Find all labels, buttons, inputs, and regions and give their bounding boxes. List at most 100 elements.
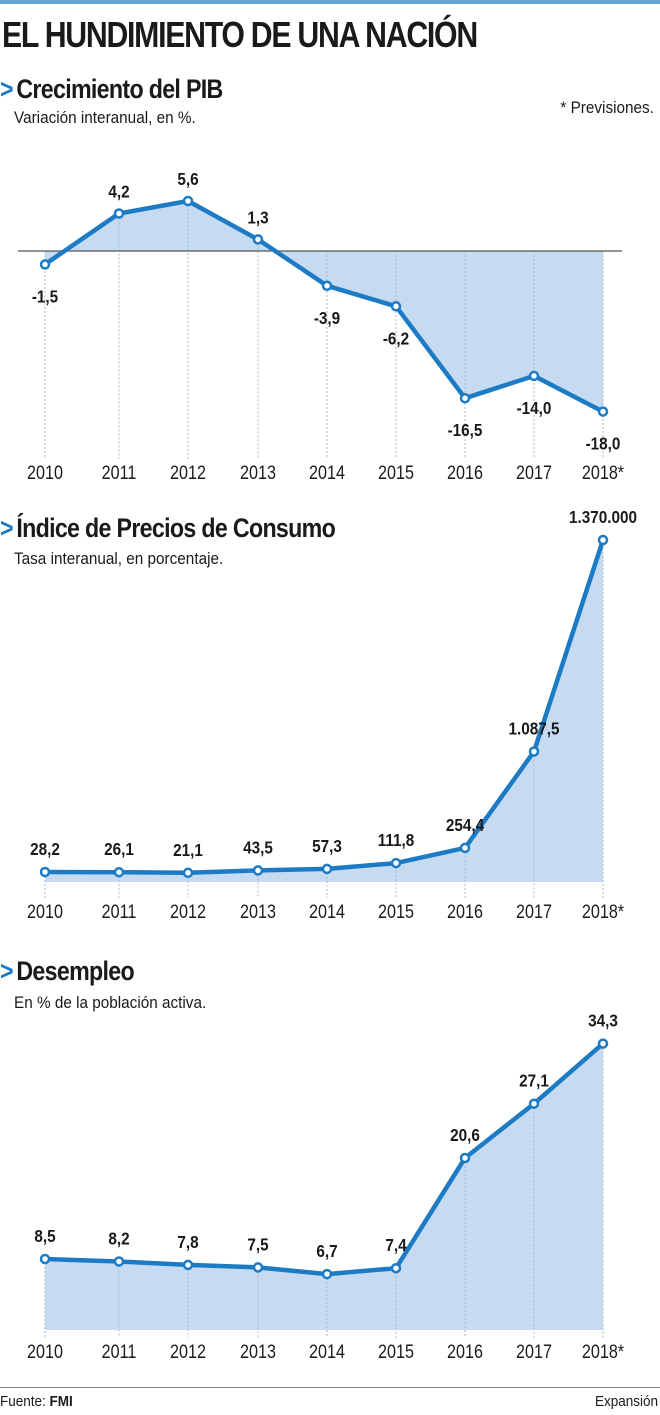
desempleo-chart: 8,5 8,2 7,8 7,5 6,7 7,4 20,6 27,1 34,3 2010 2011 20… bbox=[27, 1010, 624, 1363]
x-tick-label: 2013 bbox=[240, 901, 276, 923]
desempleo-title: Desempleo bbox=[16, 956, 135, 986]
data-label: -1,5 bbox=[32, 286, 58, 306]
x-tick-label: 2014 bbox=[309, 462, 345, 484]
data-point bbox=[597, 406, 609, 417]
x-tick-label: 2016 bbox=[447, 1341, 483, 1363]
data-point bbox=[113, 866, 125, 878]
data-label: 8,2 bbox=[108, 1228, 129, 1248]
x-tick-label: 2017 bbox=[516, 1341, 552, 1363]
x-tick-label: 2016 bbox=[447, 462, 483, 484]
desempleo-section-title: > Desempleo bbox=[0, 956, 135, 987]
pib-section-title: > Crecimiento del PIB bbox=[0, 74, 223, 105]
data-label: 34,3 bbox=[588, 1010, 618, 1030]
ipc-section-title: > Índice de Precios de Consumo bbox=[0, 513, 336, 544]
data-point bbox=[528, 1098, 540, 1109]
data-label: -3,9 bbox=[314, 308, 340, 328]
footer-source: Fuente: FMI bbox=[0, 1393, 73, 1410]
data-label: -14,0 bbox=[517, 398, 552, 418]
data-point bbox=[252, 865, 264, 876]
data-label: 7,4 bbox=[385, 1235, 407, 1255]
data-label: -16,5 bbox=[448, 420, 483, 440]
x-tick-label: 2010 bbox=[27, 462, 63, 484]
data-point bbox=[390, 857, 402, 869]
area-fill bbox=[45, 1043, 603, 1330]
data-label: 254,4 bbox=[446, 815, 485, 835]
chevron-right-icon: > bbox=[0, 513, 14, 543]
x-tick-label: 2011 bbox=[102, 1341, 137, 1363]
x-tick-label: 2010 bbox=[27, 901, 63, 923]
data-point bbox=[182, 195, 194, 207]
data-point bbox=[390, 1262, 402, 1274]
data-point bbox=[528, 746, 540, 757]
x-tick-label: 2011 bbox=[102, 462, 137, 484]
x-tick-label: 2014 bbox=[309, 901, 345, 923]
x-tick-label: 2017 bbox=[516, 462, 552, 484]
data-point bbox=[597, 534, 609, 546]
x-tick-label: 2012 bbox=[170, 1341, 206, 1363]
data-label: 7,5 bbox=[247, 1234, 268, 1254]
data-label: 26,1 bbox=[104, 839, 134, 859]
chevron-right-icon: > bbox=[0, 74, 14, 104]
data-label: 7,8 bbox=[177, 1232, 198, 1252]
data-point bbox=[321, 863, 333, 875]
data-point bbox=[182, 867, 194, 879]
data-label: 57,3 bbox=[312, 836, 342, 856]
desempleo-subtitle: En % de la población activa. bbox=[14, 993, 207, 1012]
source-name: FMI bbox=[49, 1393, 73, 1410]
x-tick-label: 2012 bbox=[170, 901, 206, 923]
data-point bbox=[528, 370, 540, 382]
footer-brand: Expansión bbox=[594, 1393, 658, 1410]
data-label: 1.087,5 bbox=[508, 718, 559, 738]
data-label: 20,6 bbox=[450, 1125, 480, 1145]
data-label: 43,5 bbox=[243, 837, 273, 857]
page-title: EL HUNDIMIENTO DE UNA NACIÓN bbox=[2, 14, 478, 55]
data-label: 8,5 bbox=[34, 1226, 55, 1246]
forecast-note: * Previsiones. bbox=[560, 98, 654, 117]
data-point bbox=[113, 1256, 125, 1267]
x-tick-label: 2010 bbox=[27, 1341, 63, 1363]
x-tick-label: 2014 bbox=[309, 1341, 345, 1363]
data-label: -18,0 bbox=[586, 433, 621, 453]
data-point bbox=[390, 301, 402, 312]
data-label: 28,2 bbox=[30, 839, 60, 859]
data-point bbox=[39, 866, 51, 878]
data-point bbox=[182, 1259, 194, 1271]
data-point bbox=[459, 392, 471, 404]
data-point bbox=[321, 1268, 333, 1280]
data-label: 6,7 bbox=[316, 1241, 337, 1261]
x-tick-label: 2015 bbox=[378, 462, 414, 484]
data-point bbox=[252, 234, 264, 245]
area-fill bbox=[45, 540, 603, 882]
data-point bbox=[113, 208, 125, 219]
ipc-subtitle: Tasa interanual, en porcentaje. bbox=[14, 549, 224, 568]
data-label: 27,1 bbox=[519, 1071, 549, 1091]
pib-chart: -1,5 4,2 5,6 1,3 -3,9 -6,2 -16,5 -14,0 -18,0 2010… bbox=[18, 169, 624, 484]
data-label: 1.370.000 bbox=[569, 507, 637, 527]
chevron-right-icon: > bbox=[0, 956, 14, 986]
x-tick-label: 2015 bbox=[378, 1341, 414, 1363]
x-tick-label: 2018* bbox=[582, 462, 624, 484]
data-point bbox=[252, 1262, 264, 1273]
data-point bbox=[459, 842, 471, 854]
pib-title: Crecimiento del PIB bbox=[16, 74, 223, 104]
x-tick-label: 2018* bbox=[582, 1341, 624, 1363]
x-tick-label: 2018* bbox=[582, 901, 624, 923]
x-tick-label: 2011 bbox=[102, 901, 137, 923]
data-point bbox=[321, 280, 333, 292]
data-label: 111,8 bbox=[378, 830, 415, 850]
top-accent-bar bbox=[0, 0, 660, 4]
x-tick-label: 2016 bbox=[447, 901, 483, 923]
data-label: 1,3 bbox=[247, 207, 268, 227]
data-label: 4,2 bbox=[108, 181, 129, 201]
data-label: -6,2 bbox=[383, 328, 409, 348]
data-label: 5,6 bbox=[177, 169, 198, 189]
footer-divider bbox=[0, 1387, 660, 1388]
data-point bbox=[39, 1253, 51, 1265]
data-point bbox=[39, 259, 51, 270]
ipc-title: Índice de Precios de Consumo bbox=[16, 513, 336, 543]
ipc-chart: 28,2 26,1 21,1 43,5 57,3 111,8 254,4 1.087,5 1.3… bbox=[27, 507, 637, 923]
data-point bbox=[597, 1038, 609, 1049]
pib-subtitle: Variación interanual, en %. bbox=[14, 108, 196, 127]
x-tick-label: 2013 bbox=[240, 1341, 276, 1363]
x-tick-label: 2013 bbox=[240, 462, 276, 484]
